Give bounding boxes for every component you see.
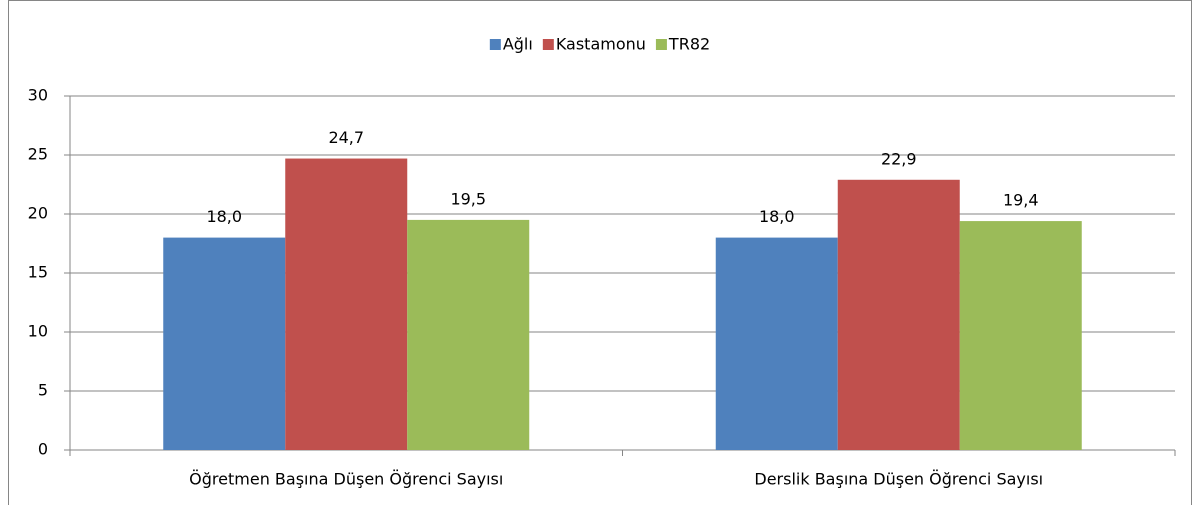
y-tick-label: 20 [28,204,48,223]
value-label: 24,7 [328,128,364,147]
y-tick-label: 15 [28,263,48,282]
x-tick-label: Öğretmen Başına Düşen Öğrenci Sayısı [189,470,503,489]
bar [837,179,960,450]
y-tick-label: 25 [28,145,48,164]
y-tick-label: 0 [38,440,48,459]
legend-swatch [655,39,667,50]
value-label: 18,0 [759,207,795,226]
bar [715,237,838,450]
y-tick-label: 10 [28,322,48,341]
x-tick-label: Derslik Başına Düşen Öğrenci Sayısı [754,470,1043,489]
bar [285,158,408,451]
value-label: 22,9 [881,149,917,168]
legend-swatch [489,39,501,50]
legend-label: Kastamonu [556,35,646,54]
bar [407,219,530,450]
y-tick-label: 30 [28,86,48,105]
value-label: 19,4 [1003,191,1039,210]
y-tick-label: 5 [38,381,48,400]
value-label: 18,0 [206,207,242,226]
legend-swatch [542,39,554,50]
legend-label: Ağlı [503,35,533,54]
legend-label: TR82 [668,35,710,54]
value-label: 19,5 [450,189,486,208]
bar [959,221,1082,450]
bar [163,237,286,450]
